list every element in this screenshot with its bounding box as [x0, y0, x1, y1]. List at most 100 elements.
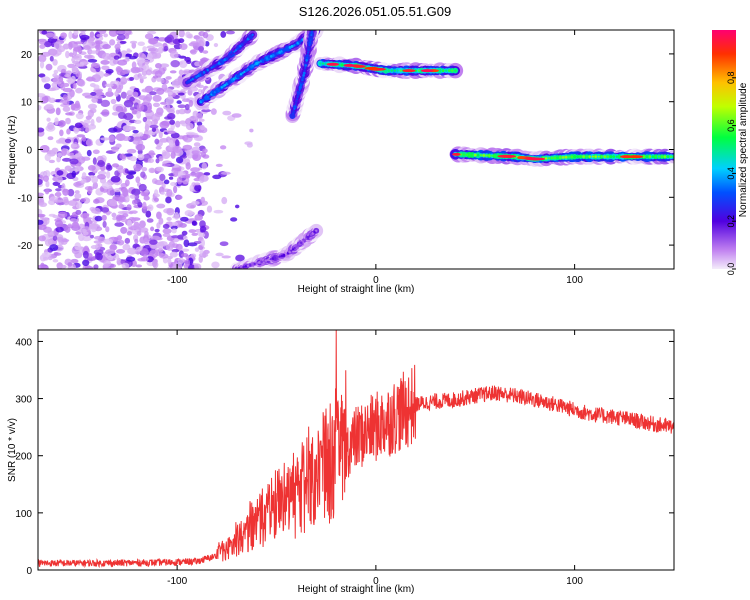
noise-blob [38, 93, 46, 98]
noise-blob [117, 59, 128, 66]
line-segment [250, 65, 253, 69]
noise-blob [43, 175, 50, 182]
noise-blob [135, 176, 141, 184]
noise-blob [52, 73, 58, 78]
y-tick-label: 20 [21, 50, 33, 61]
noise-blob [75, 87, 83, 94]
noise-blob [60, 32, 67, 39]
noise-blob [82, 259, 90, 267]
noise-blob [215, 252, 224, 257]
spectrogram-feature [313, 56, 464, 80]
x-tick-label: -100 [167, 275, 187, 286]
noise-blob [162, 233, 171, 238]
noise-blob [187, 154, 193, 159]
noise-blob [166, 34, 175, 43]
line-segment [567, 155, 570, 159]
snr-x-ticks: -100 0 100 [167, 330, 583, 587]
line-segment [564, 155, 568, 159]
noise-blob [74, 190, 80, 194]
noise-blob [103, 238, 114, 245]
line-segment [324, 62, 327, 65]
line-segment [267, 56, 271, 59]
noise-blob [146, 52, 153, 61]
noise-blob [173, 78, 181, 86]
line-segment [237, 266, 241, 269]
noise-blob [148, 150, 155, 156]
noise-blob [142, 191, 150, 197]
figure-title: S126.2026.051.05.51.G09 [299, 4, 452, 19]
noise-blob [152, 75, 159, 79]
line-peak [627, 155, 644, 159]
noise-blob [74, 153, 83, 158]
line-segment [295, 100, 298, 103]
noise-blob [72, 82, 77, 90]
noise-blob [116, 70, 127, 76]
noise-blob [38, 38, 47, 42]
line-segment [259, 60, 262, 63]
noise-blob [131, 42, 137, 49]
noise-blob [81, 156, 91, 161]
noise-blob [144, 59, 150, 65]
noise-blob [120, 91, 127, 99]
noise-blob [53, 41, 62, 50]
line-segment [488, 154, 491, 157]
noise-blob [121, 262, 130, 269]
line-segment [278, 50, 282, 54]
noise-blob [52, 59, 58, 66]
noise-blob [52, 35, 59, 40]
noise-blob [131, 188, 141, 196]
noise-blob [66, 128, 71, 135]
line-segment [309, 38, 312, 42]
noise-blob [166, 216, 172, 222]
line-segment [310, 33, 313, 37]
noise-blob [88, 50, 99, 54]
noise-blob [100, 99, 111, 108]
noise-blob [182, 174, 190, 179]
noise-blob [190, 49, 197, 55]
line-segment [476, 153, 480, 157]
line-segment [297, 93, 300, 96]
noise-blob [120, 226, 128, 234]
line-segment [321, 62, 325, 65]
noise-blob [73, 41, 84, 45]
line-segment [257, 61, 260, 64]
noise-blob [140, 248, 149, 257]
noise-blob [93, 264, 99, 269]
noise-blob [230, 217, 238, 222]
noise-blob [132, 91, 139, 98]
noise-blob [176, 100, 182, 104]
noise-blob [94, 215, 103, 222]
noise-blob [89, 175, 95, 179]
line-segment [302, 71, 306, 75]
noise-blob [38, 73, 46, 78]
noise-blob [129, 106, 135, 111]
noise-blob [83, 119, 91, 124]
noise-blob [90, 244, 98, 250]
noise-blob [137, 153, 145, 161]
noise-blob [166, 130, 176, 135]
line-segment [253, 262, 257, 266]
noise-blob [119, 153, 127, 160]
noise-blob [196, 121, 203, 126]
noise-blob [141, 167, 148, 172]
noise-blob [162, 223, 170, 229]
noise-blob [194, 214, 204, 221]
noise-blob [136, 103, 145, 112]
noise-blob [155, 166, 163, 172]
noise-blob [62, 87, 73, 93]
line-segment [240, 266, 243, 269]
line-segment [265, 56, 269, 60]
noise-blob [172, 145, 182, 153]
snr-series-line [38, 330, 674, 569]
noise-blob [156, 203, 166, 209]
noise-blob [92, 157, 97, 165]
colorbar: 0.0 0.2 0.4 0.6 0.8 Normalized spectral ampl… [712, 30, 749, 275]
noise-blob [45, 63, 53, 71]
noise-blob [79, 34, 90, 41]
noise-blob [176, 195, 183, 200]
noise-blob [101, 65, 110, 71]
line-segment [282, 253, 286, 257]
noise-blob [158, 240, 168, 247]
noise-blob [47, 121, 55, 130]
noise-blob [126, 230, 133, 236]
